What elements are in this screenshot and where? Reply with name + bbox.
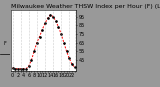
Text: Milwaukee Weather THSW Index per Hour (F) (Last 24 Hours): Milwaukee Weather THSW Index per Hour (F… (11, 4, 160, 9)
Text: F: F (4, 41, 7, 46)
